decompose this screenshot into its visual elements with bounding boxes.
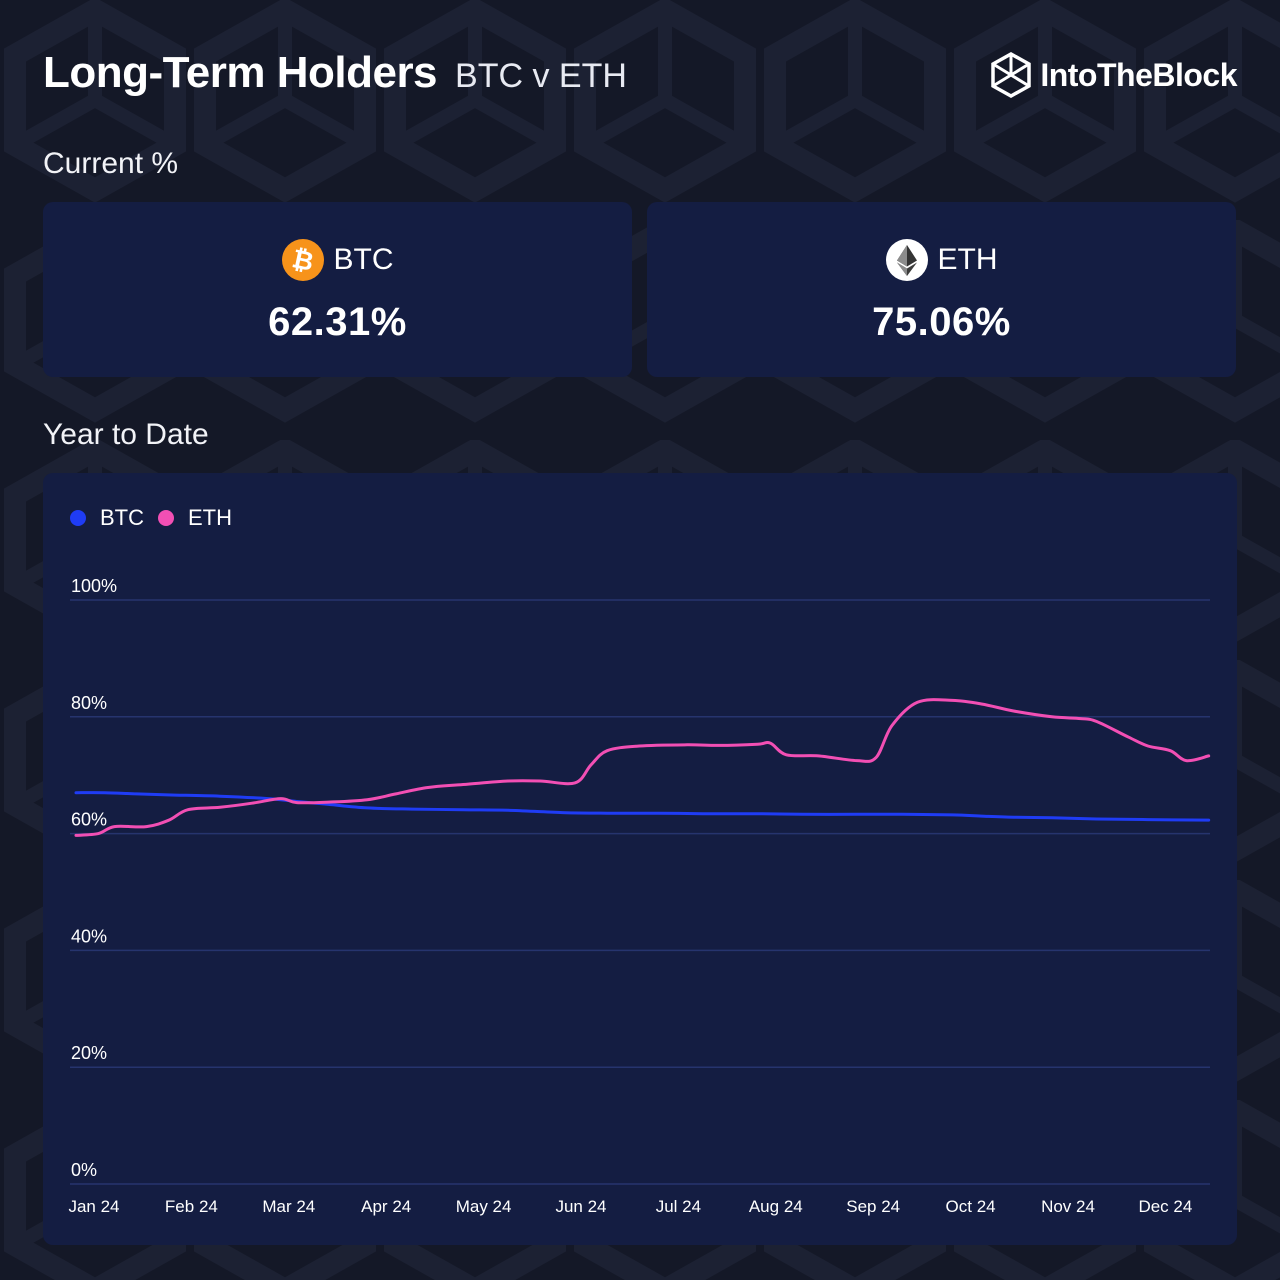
x-tick-label: Jul 24 [656, 1197, 701, 1216]
y-tick-label: 60% [71, 810, 107, 830]
x-tick-label: Sep 24 [846, 1197, 900, 1216]
header: Long-Term Holders BTC v ETH [43, 48, 627, 104]
y-tick-label: 40% [71, 926, 107, 946]
bitcoin-icon: ₿ [281, 239, 324, 281]
x-tick-label: Oct 24 [946, 1197, 996, 1216]
legend-item-eth[interactable]: ETH [158, 505, 232, 531]
btc-card-name: BTC [333, 243, 394, 276]
current-section-label: Current % [43, 147, 179, 180]
ethereum-icon [885, 239, 928, 281]
legend-label-btc: BTC [100, 505, 144, 530]
series-line-eth [74, 698, 1211, 837]
page-title: Long-Term Holders [43, 48, 438, 97]
y-tick-label: 0% [71, 1160, 97, 1180]
btc-card: ₿ BTC 62.31% [43, 202, 632, 377]
eth-card: ETH 75.06% [647, 202, 1236, 377]
series-line-btc [74, 791, 1211, 822]
page-subtitle: BTC v ETH [455, 57, 627, 95]
x-tick-label: Aug 24 [749, 1197, 803, 1216]
brand-logo: IntoTheBlock [990, 52, 1237, 98]
x-tick-label: Dec 24 [1138, 1197, 1192, 1216]
x-tick-label: Mar 24 [262, 1197, 315, 1216]
y-tick-label: 80% [71, 693, 107, 713]
y-tick-label: 20% [71, 1043, 107, 1063]
intotheblock-logo-icon [991, 52, 1032, 98]
x-tick-label: Feb 24 [165, 1197, 218, 1216]
legend-item-btc[interactable]: BTC [70, 505, 144, 531]
legend-label-eth: ETH [188, 505, 232, 530]
btc-card-value: 62.31% [268, 300, 407, 344]
eth-card-name: ETH [937, 243, 998, 276]
y-tick-label: 100% [71, 576, 117, 596]
legend-swatch-eth [158, 510, 174, 526]
brand-name: IntoTheBlock [1040, 56, 1237, 93]
legend-swatch-btc [70, 510, 86, 526]
eth-card-value: 75.06% [872, 300, 1011, 344]
x-tick-label: Jun 24 [555, 1197, 606, 1216]
x-tick-label: Jan 24 [68, 1197, 119, 1216]
ytd-section-label: Year to Date [43, 418, 209, 451]
x-tick-label: May 24 [456, 1197, 512, 1216]
x-tick-label: Nov 24 [1041, 1197, 1095, 1216]
chart-legend: BTC ETH [70, 505, 246, 531]
x-tick-label: Apr 24 [361, 1197, 411, 1216]
chart-panel [43, 473, 1237, 1245]
